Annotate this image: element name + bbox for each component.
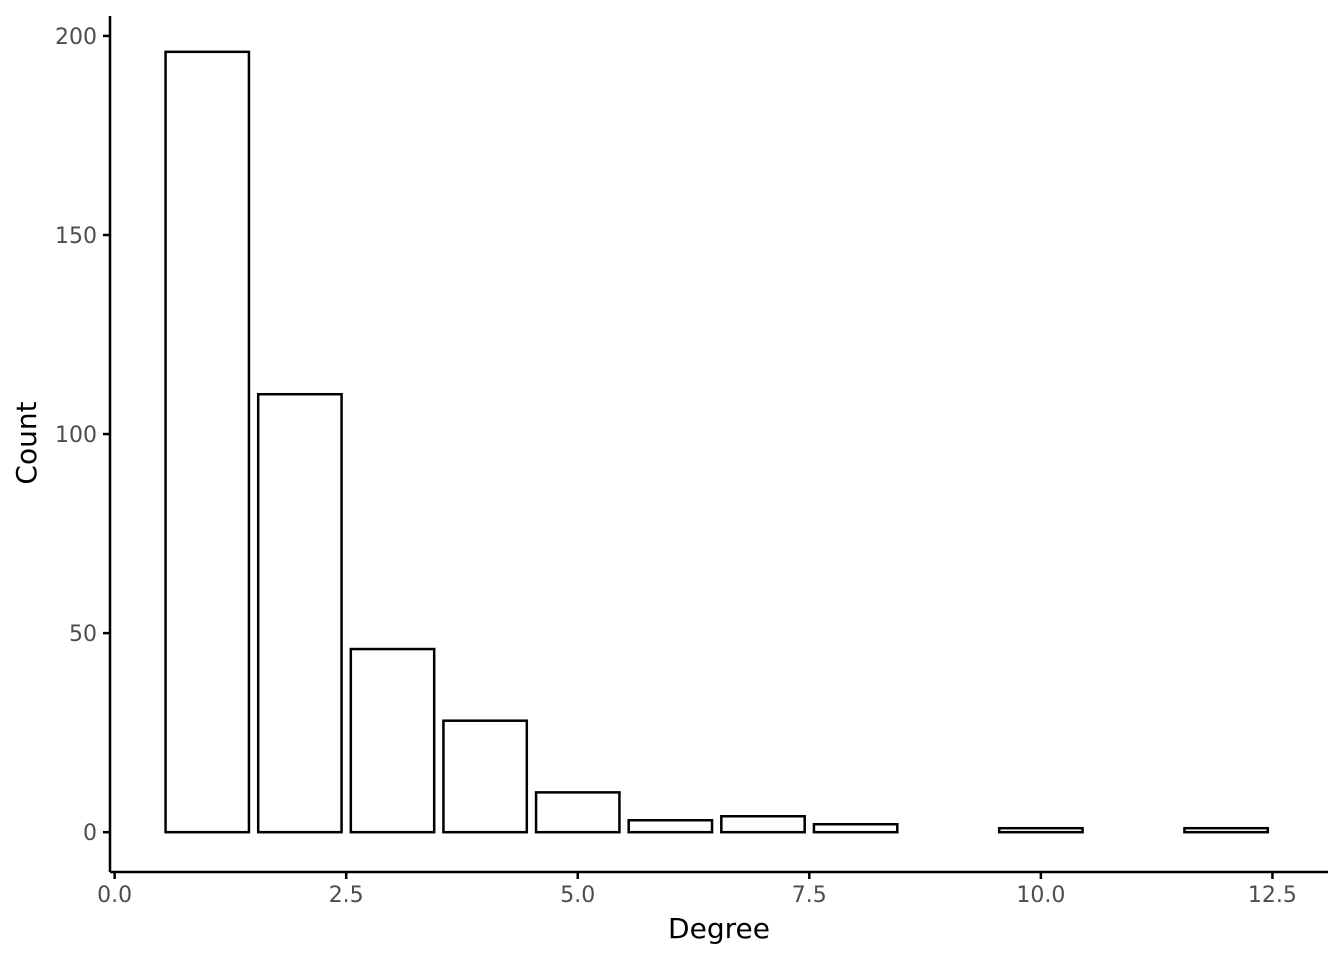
y-tick-label: 50 — [69, 622, 97, 647]
y-tick-label: 200 — [55, 25, 97, 50]
bar-degree-3 — [349, 647, 436, 834]
bar-degree-5 — [534, 791, 621, 834]
bar-degree-1 — [164, 50, 251, 834]
x-tick-label: 12.5 — [1248, 883, 1297, 908]
x-axis-title: Degree — [668, 912, 770, 945]
bar-degree-10 — [997, 826, 1084, 834]
y-tick-label: 100 — [55, 423, 97, 448]
bar-degree-7 — [720, 815, 806, 834]
y-axis-title: Count — [10, 401, 43, 484]
ticks-group: 0.0 2.5 5.0 7.5 10.0 12.5 0 50 100 150 200 — [55, 25, 1297, 908]
bar-degree-8 — [812, 822, 899, 834]
axes-group — [108, 16, 1328, 874]
bars-group — [164, 50, 1270, 834]
bar-degree-2 — [256, 392, 343, 834]
y-tick-label: 0 — [83, 821, 97, 846]
x-tick-label: 5.0 — [560, 883, 595, 908]
bar-degree-6 — [627, 818, 714, 834]
bar-degree-12 — [1183, 826, 1270, 834]
x-tick-label: 0.0 — [97, 883, 132, 908]
y-tick-label: 150 — [55, 224, 97, 249]
x-tick-label: 2.5 — [329, 883, 364, 908]
x-tick-label: 10.0 — [1016, 883, 1065, 908]
bar-degree-4 — [442, 719, 529, 834]
x-tick-label: 7.5 — [792, 883, 827, 908]
